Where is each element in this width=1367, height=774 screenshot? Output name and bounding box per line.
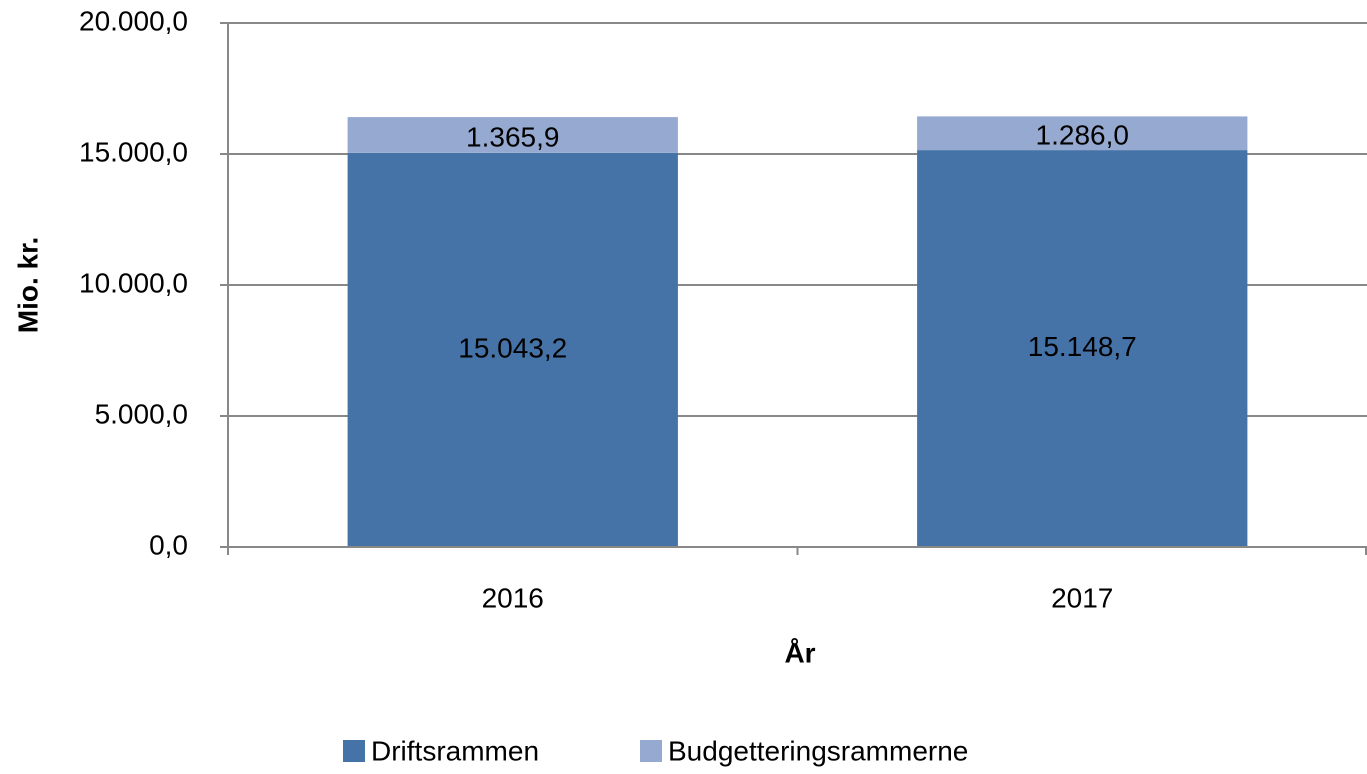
legend-swatch (343, 740, 365, 762)
bar-segment (347, 152, 678, 547)
bar-segment (917, 150, 1248, 547)
y-tick-label: 15.000,0 (79, 136, 188, 167)
x-axis-title: År (784, 637, 815, 668)
legend-label: Budgetteringsrammerne (668, 735, 968, 766)
bar-segment (917, 116, 1248, 151)
x-tick-label: 2016 (482, 582, 544, 613)
bar-segment (347, 117, 678, 153)
legend-label: Driftsrammen (371, 735, 539, 766)
data-label: 15.148,7 (1028, 331, 1137, 362)
legend-swatch (640, 740, 662, 762)
data-label: 1.286,0 (1036, 120, 1129, 151)
y-tick-label: 10.000,0 (79, 267, 188, 298)
y-tick-label: 0,0 (149, 529, 188, 560)
y-tick-label: 20.000,0 (79, 5, 188, 36)
x-tick-label: 2017 (1051, 582, 1113, 613)
data-label: 15.043,2 (458, 332, 567, 363)
data-label: 1.365,9 (466, 121, 559, 152)
y-tick-label: 5.000,0 (95, 398, 188, 429)
y-axis-title: Mio. kr. (12, 237, 43, 333)
